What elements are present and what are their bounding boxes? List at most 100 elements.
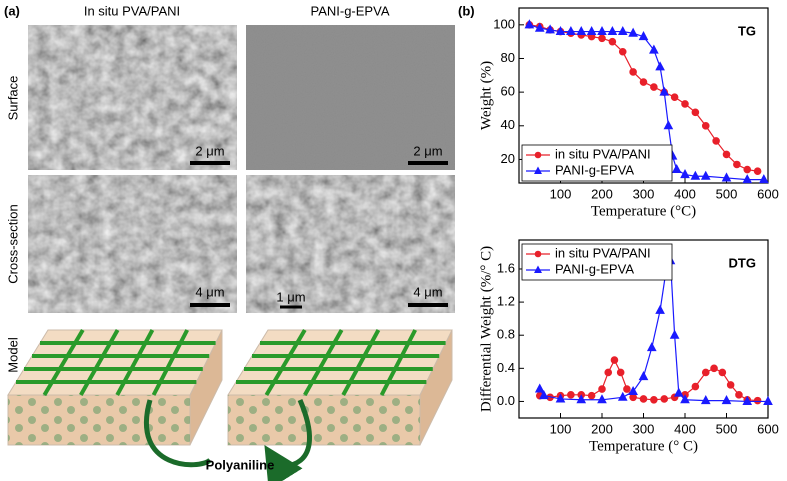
scale-label: 1 μm bbox=[276, 289, 305, 304]
scale-label: 2 μm bbox=[413, 143, 442, 158]
slab-particles bbox=[8, 395, 190, 445]
data-point bbox=[753, 396, 762, 405]
legend-marker bbox=[534, 265, 542, 273]
data-point bbox=[616, 368, 625, 377]
data-point bbox=[718, 368, 727, 377]
row-label: Model bbox=[5, 337, 20, 373]
data-point bbox=[759, 174, 769, 184]
model bbox=[7, 328, 453, 446]
y-axis-label: Differential Weight (%/° C) bbox=[478, 246, 494, 412]
model-grid bbox=[341, 329, 381, 396]
data-point bbox=[586, 25, 597, 36]
legend-box bbox=[521, 243, 673, 281]
legend-marker bbox=[534, 250, 542, 258]
scale-label: 2 μm bbox=[195, 143, 224, 158]
x-tick-label: 400 bbox=[674, 186, 696, 201]
data-point bbox=[597, 394, 607, 404]
y-tick-label: 80 bbox=[501, 50, 515, 65]
panel-label: (b) bbox=[458, 3, 475, 18]
data-point bbox=[598, 34, 606, 43]
data-point bbox=[567, 391, 575, 399]
data-point bbox=[721, 172, 732, 182]
data-point bbox=[691, 382, 700, 391]
x-tick-label: 200 bbox=[591, 186, 613, 201]
y-tick-label: 20 bbox=[501, 151, 515, 166]
model-grid bbox=[379, 329, 417, 396]
x-axis-label: Temperature (° C) bbox=[589, 438, 698, 454]
data-point bbox=[617, 25, 628, 36]
slab-top bbox=[7, 329, 223, 396]
legend-box bbox=[521, 144, 673, 182]
data-point bbox=[646, 342, 657, 352]
data-point bbox=[680, 394, 690, 404]
data-point bbox=[701, 121, 710, 130]
data-point bbox=[617, 391, 628, 401]
x-tick-label: 400 bbox=[674, 421, 696, 436]
column-label: PANI-g-EPVA bbox=[311, 3, 390, 18]
y-tick-label: 40 bbox=[501, 117, 515, 132]
annotation: TG bbox=[738, 23, 756, 38]
legend-label: in situ PVA/PANI bbox=[555, 146, 651, 161]
data-point bbox=[742, 395, 753, 405]
data-point bbox=[673, 387, 684, 397]
row-label: Cross-section bbox=[5, 204, 20, 283]
model-grid bbox=[264, 328, 307, 397]
x-tick-label: 300 bbox=[633, 186, 655, 201]
sem-image bbox=[28, 175, 237, 313]
sem-texture bbox=[246, 25, 455, 170]
series-line bbox=[539, 258, 768, 403]
data-point bbox=[639, 78, 648, 86]
data-point bbox=[670, 93, 679, 101]
scale-label: 4 μm bbox=[413, 284, 442, 299]
slab-top bbox=[227, 329, 453, 396]
y-tick-label: 0.8 bbox=[497, 327, 515, 342]
data-point bbox=[722, 150, 731, 159]
data-point bbox=[638, 31, 649, 41]
data-point bbox=[534, 22, 545, 32]
legend-marker bbox=[534, 151, 542, 159]
legend-label: PANI-g-EPVA bbox=[555, 261, 634, 276]
data-point bbox=[655, 61, 665, 71]
data-point bbox=[743, 165, 752, 174]
data-point bbox=[628, 27, 638, 37]
panel-label: (a) bbox=[4, 3, 20, 18]
data-point bbox=[690, 170, 701, 180]
model-grid bbox=[115, 329, 155, 396]
data-point bbox=[607, 25, 618, 36]
row-label: Surface bbox=[5, 76, 20, 121]
data-point bbox=[604, 368, 613, 377]
x-tick-label: 200 bbox=[591, 421, 613, 436]
data-point bbox=[733, 160, 741, 169]
x-tick-label: 500 bbox=[716, 186, 738, 201]
data-point bbox=[710, 364, 718, 373]
data-point bbox=[680, 169, 690, 179]
model-arrow bbox=[144, 399, 212, 468]
data-point bbox=[753, 167, 762, 176]
data-point bbox=[726, 381, 735, 389]
data-point bbox=[701, 368, 710, 377]
data-point bbox=[587, 391, 596, 400]
x-tick-label: 300 bbox=[633, 421, 655, 436]
model-grid bbox=[151, 329, 189, 396]
data-point bbox=[623, 385, 631, 393]
data-point bbox=[597, 25, 607, 36]
data-point bbox=[649, 44, 659, 54]
data-point bbox=[555, 393, 566, 403]
x-tick-label: 100 bbox=[550, 186, 572, 201]
data-point bbox=[576, 394, 587, 404]
data-point bbox=[639, 395, 648, 403]
x-tick-label: 500 bbox=[716, 421, 738, 436]
data-point bbox=[700, 395, 711, 405]
y-tick-label: 100 bbox=[493, 16, 515, 31]
y-tick-label: 1.2 bbox=[497, 294, 515, 309]
y-axis-label: Weight (%) bbox=[478, 61, 494, 130]
data-point bbox=[735, 391, 743, 399]
data-point bbox=[712, 137, 720, 145]
data-point bbox=[598, 385, 606, 393]
data-point bbox=[681, 100, 689, 108]
data-point bbox=[566, 25, 576, 36]
slab-particles bbox=[228, 395, 420, 445]
y-tick-label: 1.6 bbox=[497, 260, 515, 275]
model-grid bbox=[303, 329, 344, 396]
